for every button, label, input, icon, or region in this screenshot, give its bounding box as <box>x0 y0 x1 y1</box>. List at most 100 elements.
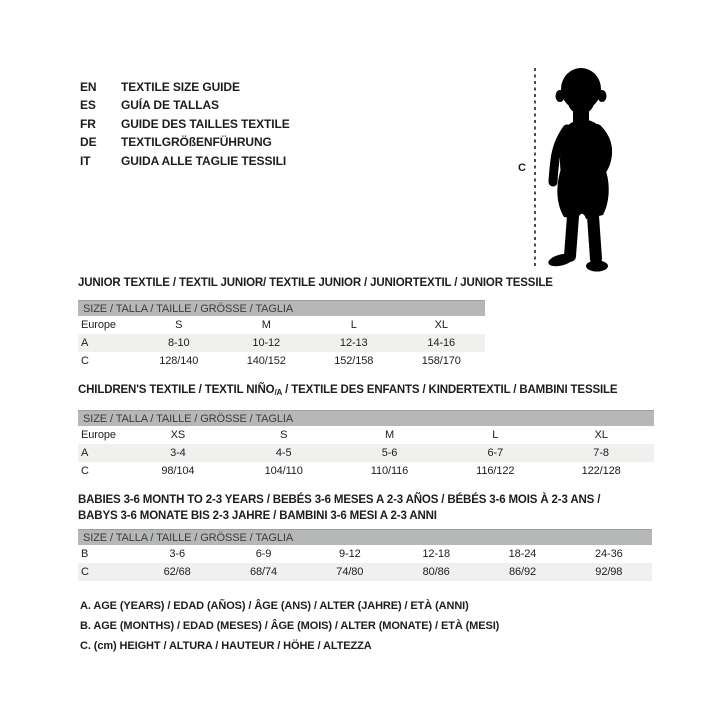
table-row: Europe XS S M L XL <box>78 426 654 444</box>
size-table-babies: BABIES 3-6 MONTH TO 2-3 YEARS / BEBÉS 3-… <box>78 492 652 581</box>
size-value: 9-12 <box>339 548 361 560</box>
legend-line: B. AGE (MONTHS) / EDAD (MESES) / ÂGE (MO… <box>80 620 500 632</box>
size-value: 6-7 <box>442 444 549 462</box>
title-text: BABYS 3-6 MONATE BIS 2-3 JAHRE / BAMBINI… <box>78 510 437 522</box>
table-row: A 3-4 4-5 5-6 6-7 7-8 <box>78 444 654 462</box>
table-row: B 3-6 6-9 9-12 12-18 18-24 24-36 <box>78 545 652 563</box>
title-text: JUNIOR TEXTILE / TEXTIL JUNIOR/ TEXTILE … <box>78 277 553 289</box>
size-value: 92/98 <box>565 563 652 581</box>
size-value: 128/140 <box>159 355 199 367</box>
language-name: TEXTILE SIZE GUIDE <box>121 80 240 94</box>
size-value: 152/158 <box>334 355 374 367</box>
size-value: 98/104 <box>161 465 195 477</box>
table-title-line: BABYS 3-6 MONATE BIS 2-3 JAHRE / BAMBINI… <box>78 508 652 524</box>
size-value: XL <box>594 429 608 441</box>
size-value: 116/122 <box>476 465 515 477</box>
size-value: 110/116 <box>370 465 409 477</box>
size-grid-body: B 3-6 6-9 9-12 12-18 18-24 24-36 C 62/68 68/74 74/… <box>78 545 652 581</box>
size-value: L <box>350 319 357 331</box>
size-value: S <box>280 429 288 441</box>
size-header-band: SIZE / TALLA / TAILLE / GRÖSSE / TAGLIA <box>78 529 652 545</box>
table-title: JUNIOR TEXTILE / TEXTIL JUNIOR/ TEXTILE … <box>78 275 553 291</box>
size-value: S <box>175 319 183 331</box>
size-value: XL <box>434 319 448 331</box>
size-table-children: CHILDREN'S TEXTILE / TEXTIL NIÑO/A / TEX… <box>78 382 654 480</box>
size-value: 3-4 <box>125 444 231 462</box>
title-text: CHILDREN'S TEXTILE / TEXTIL NIÑO <box>78 384 275 396</box>
size-value: 122/128 <box>581 465 621 477</box>
size-value: 12-18 <box>422 548 450 560</box>
size-value: 74/80 <box>306 563 393 581</box>
language-code: EN <box>80 80 97 94</box>
language-code: DE <box>80 135 97 150</box>
size-value: 104/110 <box>264 465 303 477</box>
row-label: Europe <box>81 429 116 441</box>
table-row: C 62/68 68/74 74/80 80/86 86/92 92/98 <box>78 563 652 581</box>
row-label: A <box>78 334 135 352</box>
language-code: FR <box>80 116 96 131</box>
size-value: 3-6 <box>169 548 185 560</box>
language-name: GUIDA ALLE TAGLIE TESSILI <box>121 153 287 168</box>
table-title: BABIES 3-6 MONTH TO 2-3 YEARS / BEBÉS 3-… <box>78 492 652 524</box>
measurement-legend: A. AGE (YEARS) / EDAD (AÑOS) / ÂGE (ANS)… <box>80 596 499 656</box>
size-value: 14-16 <box>397 334 485 352</box>
height-measure-label: C <box>518 162 526 174</box>
table-title-line: CHILDREN'S TEXTILE / TEXTIL NIÑO/A / TEX… <box>78 382 654 401</box>
height-dashed-line <box>534 68 536 269</box>
table-title: CHILDREN'S TEXTILE / TEXTIL NIÑO/A / TEX… <box>78 382 654 401</box>
size-value: XS <box>170 429 186 441</box>
size-value: 68/74 <box>220 563 307 581</box>
language-code: ES <box>80 98 96 113</box>
size-value: 8-10 <box>135 334 223 352</box>
language-name: TEXTILGRÖßENFÜHRUNG <box>121 135 272 150</box>
size-value: 5-6 <box>336 444 443 462</box>
size-value: 4-5 <box>230 444 337 462</box>
size-header-band: SIZE / TALLA / TAILLE / GRÖSSE / TAGLIA <box>78 410 654 426</box>
size-grid-body: Europe S M L XL A 8-10 10-12 12-13 14-16 C 128/140 1… <box>78 316 485 370</box>
language-row: ES GUÍA DE TALLAS <box>80 96 290 114</box>
size-value: 7-8 <box>548 444 654 462</box>
title-subscript: /A <box>274 388 283 397</box>
size-grid: Europe S M L XL A 8-10 10-12 12-13 14-16 C 128/140 1… <box>78 316 485 370</box>
row-label: C <box>81 465 89 477</box>
table-title-line: BABIES 3-6 MONTH TO 2-3 YEARS / BEBÉS 3-… <box>78 492 652 508</box>
title-text: BABIES 3-6 MONTH TO 2-3 YEARS / BEBÉS 3-… <box>78 494 601 506</box>
language-row: EN TEXTILE SIZE GUIDE <box>80 78 290 96</box>
size-grid-body: Europe XS S M L XL A 3-4 4-5 5-6 6-7 7-8 C 98/104 104/… <box>78 426 654 480</box>
size-value: 86/92 <box>479 563 566 581</box>
size-value: M <box>384 429 395 441</box>
size-value: L <box>492 429 499 441</box>
legend-line: C. (cm) HEIGHT / ALTURA / HAUTEUR / HÖHE… <box>80 640 372 652</box>
size-value: 24-36 <box>595 548 623 560</box>
language-list: EN TEXTILE SIZE GUIDE ES GUÍA DE TALLAS FR GU… <box>80 78 290 170</box>
size-table-junior: JUNIOR TEXTILE / TEXTIL JUNIOR/ TEXTILE … <box>78 275 553 370</box>
size-header-band: SIZE / TALLA / TAILLE / GRÖSSE / TAGLIA <box>78 300 485 316</box>
size-value: 12-13 <box>310 334 398 352</box>
size-value: 158/170 <box>421 355 461 367</box>
row-label: C <box>78 563 134 581</box>
language-name: GUÍA DE TALLAS <box>121 98 219 113</box>
row-label: C <box>81 355 89 367</box>
size-value: 80/86 <box>392 563 480 581</box>
language-row: FR GUIDE DES TAILLES TEXTILE <box>80 115 290 133</box>
size-value: 6-9 <box>255 548 272 560</box>
language-row: IT GUIDA ALLE TAGLIE TESSILI <box>80 152 290 170</box>
table-row: C 128/140 140/152 152/158 158/170 <box>78 352 485 370</box>
toddler-silhouette-icon <box>548 68 613 272</box>
size-tables: JUNIOR TEXTILE / TEXTIL JUNIOR/ TEXTILE … <box>78 275 654 593</box>
size-value: 62/68 <box>134 563 221 581</box>
size-value: 10-12 <box>222 334 310 352</box>
table-row: Europe S M L XL <box>78 316 485 334</box>
size-grid: B 3-6 6-9 9-12 12-18 18-24 24-36 C 62/68 68/74 74/… <box>78 545 652 581</box>
baby-figure: C <box>518 64 630 276</box>
table-row: C 98/104 104/110 110/116 116/122 122/128 <box>78 462 654 480</box>
row-label: A <box>78 444 125 462</box>
size-grid: Europe XS S M L XL A 3-4 4-5 5-6 6-7 7-8 C 98/104 104/… <box>78 426 654 480</box>
table-row: A 8-10 10-12 12-13 14-16 <box>78 334 485 352</box>
size-value: M <box>261 319 271 331</box>
row-label: Europe <box>81 319 116 331</box>
title-text: / TEXTILE DES ENFANTS / KINDERTEXTIL / B… <box>282 384 618 396</box>
language-row: DE TEXTILGRÖßENFÜHRUNG <box>80 133 290 151</box>
table-title-line: JUNIOR TEXTILE / TEXTIL JUNIOR/ TEXTILE … <box>78 275 553 291</box>
